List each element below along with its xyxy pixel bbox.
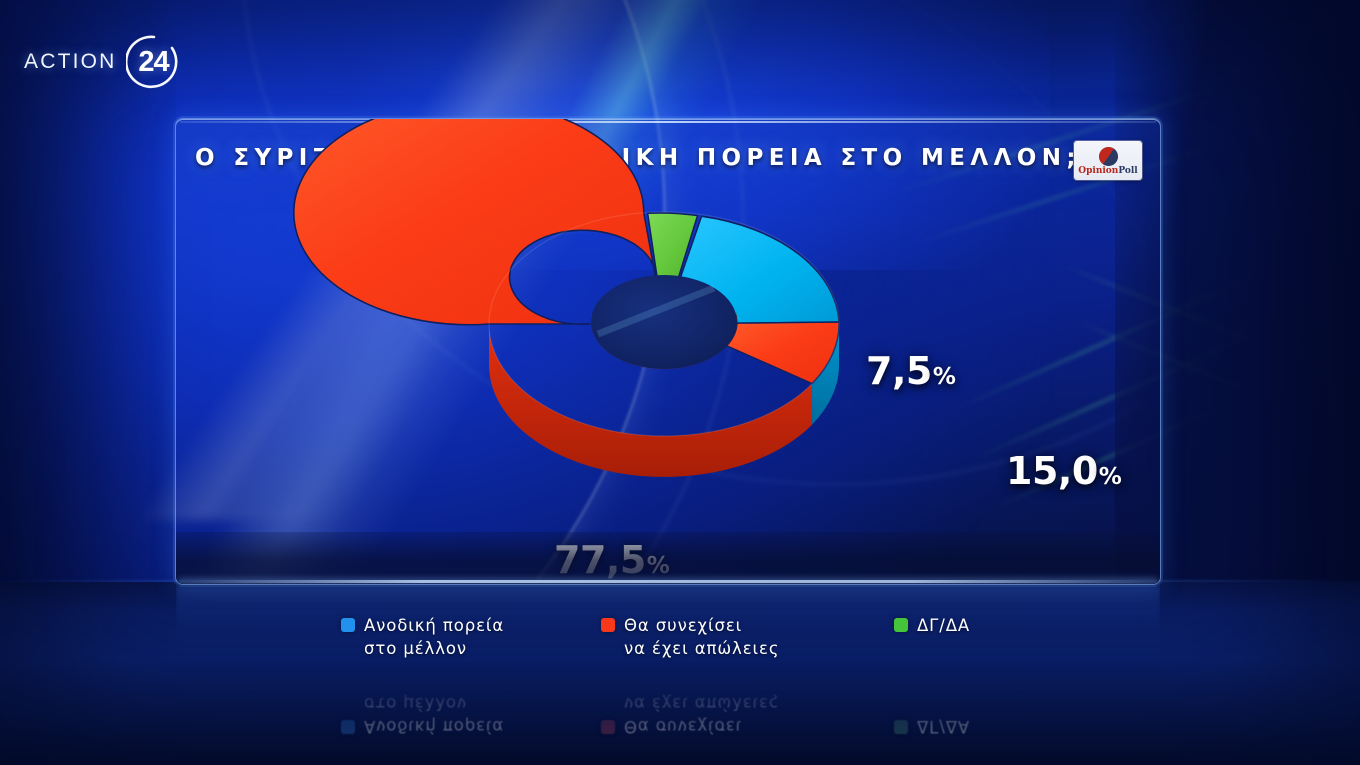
legend-label-dontknow: ΔΓ/ΔΑ (917, 614, 970, 637)
channel-logo: ACTION 24 (24, 34, 182, 90)
value-green-percent-sign: % (932, 364, 956, 390)
value-green-number: 7 (866, 349, 892, 393)
legend-label-losses-line2: να έχει απώλειες (624, 639, 780, 658)
pollster-badge-text: OpinionPoll (1078, 165, 1138, 176)
donut-hole-streak (596, 284, 716, 338)
legend-swatch-blue-icon (341, 618, 355, 632)
value-blue-decimal: ,0 (1057, 449, 1098, 493)
value-green-decimal: ,5 (891, 349, 932, 393)
donut-red-side (489, 324, 813, 477)
legend-swatch-green-icon (894, 618, 908, 632)
donut-hole (591, 275, 737, 369)
donut-blue-side (812, 322, 840, 425)
donut-chart (176, 119, 1160, 584)
donut-outer-rim (488, 211, 840, 437)
legend-swatch-red-icon (601, 618, 615, 632)
legend-label-losses-line1: Θα συνεχίσει (624, 616, 743, 635)
background-right-shade (1115, 0, 1360, 600)
legend-label-dontknow-line1: ΔΓ/ΔΑ (917, 616, 971, 635)
logo-circle-icon (125, 35, 177, 89)
panel-top-edge (180, 121, 1156, 123)
donut-chart-svg (293, 119, 840, 477)
value-label-blue: 15,0% (1006, 452, 1122, 490)
background-left-shade (0, 0, 176, 600)
legend-label-upward-line2: στο μέλλον (364, 639, 467, 658)
panel-bottom-edge (179, 580, 1157, 583)
channel-logo-badge: 24 (125, 34, 182, 90)
value-label-green: 7,5% (866, 352, 956, 390)
legend-label-upward-line1: Ανοδική πορεία (364, 616, 505, 635)
value-blue-number: 15 (1006, 449, 1058, 493)
chart-legend: Ανοδική πορεία στο μέλλον Θα συνεχίσει ν… (176, 614, 1160, 674)
poll-panel: Ο ΣΥΡΙΖΑ ΘΑ ΕΧΕΙ ΑΝΟΔΙΚΗ ΠΟΡΕΙΑ ΣΤΟ ΜΕΛΛ… (176, 119, 1160, 584)
pollster-badge: OpinionPoll (1074, 141, 1142, 180)
pollster-name-part2: Poll (1118, 165, 1138, 176)
value-blue-percent-sign: % (1098, 464, 1122, 490)
legend-label-losses: Θα συνεχίσει να έχει απώλειες (624, 614, 779, 660)
legend-item-dontknow: ΔΓ/ΔΑ (894, 614, 970, 637)
opinionpoll-mark-icon (1098, 146, 1118, 166)
panel-bottom-band (176, 532, 1160, 584)
stage-floor (0, 582, 1360, 765)
legend-label-upward: Ανοδική πορεία στο μέλλον (364, 614, 504, 660)
channel-logo-word: ACTION (24, 50, 117, 73)
pollster-name-part1: Opinion (1078, 165, 1119, 176)
legend-item-upward: Ανοδική πορεία στο μέλλον (341, 614, 504, 660)
donut-slice-red (293, 119, 657, 326)
legend-item-losses: Θα συνεχίσει να έχει απώλειες (601, 614, 779, 660)
channel-logo-number: 24 (138, 45, 169, 78)
